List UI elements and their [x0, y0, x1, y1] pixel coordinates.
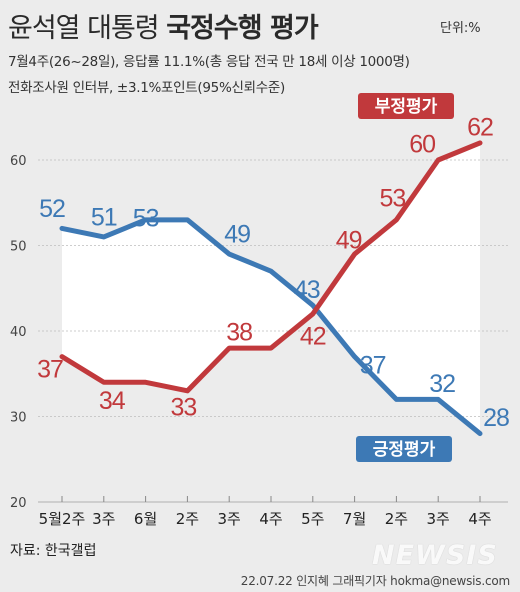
series-line — [59, 217, 483, 437]
data-label: 60 — [409, 131, 435, 159]
data-label: 43 — [294, 276, 320, 304]
source-note: 자료: 한국갤럽 — [10, 543, 97, 559]
x-tick-label: 6월 — [134, 510, 157, 528]
data-label: 33 — [170, 393, 196, 421]
unit-label: 단위:% — [440, 21, 481, 36]
data-label: 53 — [379, 184, 405, 212]
data-label: 51 — [91, 204, 117, 232]
series-line — [59, 140, 483, 394]
x-tick-label: 4주 — [468, 510, 491, 528]
data-label: 28 — [483, 404, 509, 432]
x-tick-label: 3주 — [427, 510, 450, 528]
subtitle-line-2: 전화조사원 인터뷰, ±3.1%포인트(95%신뢰수준) — [8, 80, 285, 96]
data-label: 62 — [467, 114, 493, 142]
x-tick-label: 4주 — [259, 510, 282, 528]
x-tick-label: 3주 — [218, 510, 241, 528]
title-bold: 국정수행 평가 — [166, 13, 318, 44]
data-label: 52 — [39, 195, 65, 223]
title-regular: 윤석열 대통령 — [8, 13, 160, 44]
legend-badge-label: 긍정평가 — [373, 440, 436, 460]
legend-badge-label: 부정평가 — [375, 97, 438, 117]
data-label: 32 — [429, 370, 455, 398]
x-tick-label: 2주 — [385, 510, 408, 528]
x-tick-label: 5월2주 — [39, 510, 86, 528]
band-after-cross — [316, 142, 480, 434]
data-label: 42 — [300, 323, 326, 351]
y-tick-label: 20 — [10, 496, 27, 511]
y-tick-label: 40 — [10, 325, 27, 340]
credit-line: 22.07.22 인지혜 그래픽기자 hokma@newsis.com — [240, 574, 510, 588]
data-label: 38 — [226, 319, 252, 347]
legend-badge — [356, 436, 452, 462]
y-tick-label: 30 — [10, 411, 27, 426]
data-label: 37 — [37, 355, 63, 383]
chart-title: 윤석열 대통령 국정수행 평가 — [8, 6, 319, 45]
data-label: 53 — [133, 204, 159, 232]
data-label: 37 — [360, 351, 386, 379]
y-tick-label: 50 — [10, 240, 27, 255]
data-label: 49 — [336, 227, 362, 255]
subtitle-line-1: 7월4주(26~28일), 응답률 11.1%(총 응답 전국 만 18세 이상… — [8, 54, 410, 70]
legend-badge — [358, 93, 454, 119]
x-tick-label: 7월 — [343, 510, 366, 528]
band-before-cross — [62, 219, 317, 391]
x-tick-label: 3주 — [92, 510, 115, 528]
data-label: 34 — [99, 387, 126, 415]
newsis-logo: NEWSIS — [372, 540, 498, 571]
x-tick-label: 5주 — [301, 510, 324, 528]
y-tick-label: 60 — [10, 154, 27, 169]
data-label: 49 — [224, 221, 250, 249]
x-tick-label: 2주 — [176, 510, 199, 528]
